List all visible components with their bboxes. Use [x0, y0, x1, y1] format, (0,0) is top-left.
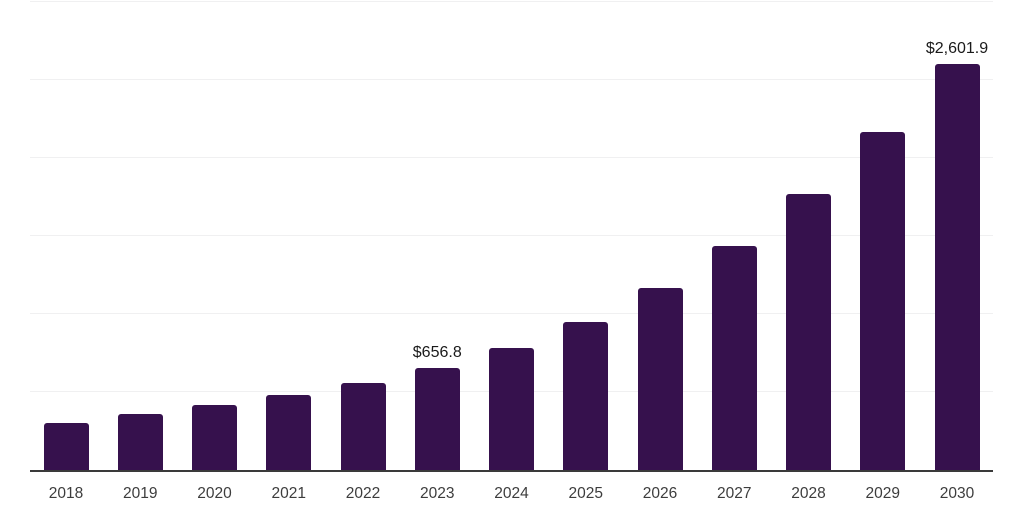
- bar-2029: [860, 132, 906, 470]
- gridline: [30, 79, 993, 80]
- bar-2022: [340, 383, 386, 470]
- x-tick-label-2025: 2025: [568, 485, 603, 502]
- gridline: [30, 313, 993, 315]
- bar-2021: [266, 395, 312, 470]
- x-tick-label-2026: 2026: [642, 485, 678, 502]
- x-tick-label-2022: 2022: [345, 485, 381, 502]
- x-tick-label-2018: 2018: [48, 485, 84, 502]
- x-tick-label-2019: 2019: [123, 485, 158, 502]
- bar-2025: [563, 321, 609, 470]
- bar-2028: [786, 193, 831, 470]
- bar-2030: [934, 64, 980, 470]
- gridline: [30, 157, 993, 159]
- gridline: [30, 235, 993, 236]
- plot-area: $656.8 $2,601.9: [30, 1, 993, 472]
- x-tick-label-2020: 2020: [197, 485, 232, 502]
- x-tick-label-2028: 2028: [791, 485, 826, 502]
- x-tick-label-2030: 2030: [939, 485, 975, 502]
- bar-2018: [43, 423, 89, 470]
- x-tick-label-2024: 2024: [494, 485, 529, 502]
- x-tick-label-2027: 2027: [717, 485, 752, 502]
- x-tick-label-2023: 2023: [420, 485, 455, 502]
- bar-2026: [637, 287, 683, 470]
- bar-2027: [711, 245, 757, 470]
- bar-2024: [489, 348, 534, 470]
- bar-2023: [414, 367, 460, 470]
- x-tick-label-2029: 2029: [865, 485, 900, 502]
- data-label-2030: $2,601.9: [925, 40, 989, 58]
- data-label-2023: $656.8: [412, 343, 462, 361]
- gridline: [30, 1, 993, 2]
- bar-2020: [192, 405, 237, 470]
- x-tick-label-2021: 2021: [271, 485, 306, 502]
- bar-2019: [117, 413, 163, 470]
